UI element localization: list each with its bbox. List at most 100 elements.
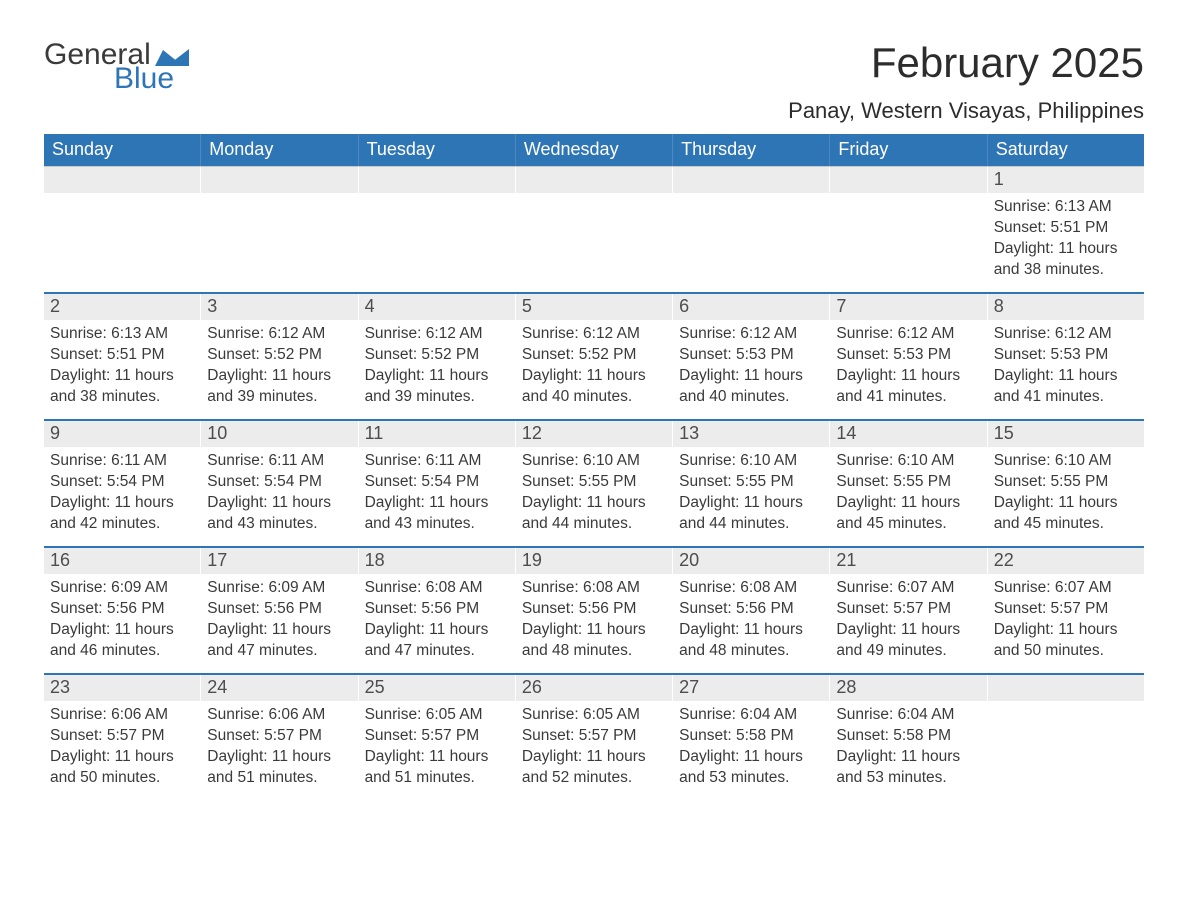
day-cell-16: 16Sunrise: 6:09 AMSunset: 5:56 PMDayligh… xyxy=(44,548,201,668)
day-content: Sunrise: 6:13 AMSunset: 5:51 PMDaylight:… xyxy=(44,320,200,408)
sunrise-line: Sunrise: 6:04 AM xyxy=(679,705,823,726)
day-cell-empty xyxy=(359,167,516,287)
sunrise-line: Sunrise: 6:12 AM xyxy=(836,324,980,345)
sunset-line: Sunset: 5:56 PM xyxy=(522,599,666,620)
daylight-line: Daylight: 11 hours and 50 minutes. xyxy=(994,620,1138,662)
sunset-line: Sunset: 5:56 PM xyxy=(365,599,509,620)
day-cell-24: 24Sunrise: 6:06 AMSunset: 5:57 PMDayligh… xyxy=(201,675,358,795)
sunset-line: Sunset: 5:55 PM xyxy=(679,472,823,493)
day-content: Sunrise: 6:05 AMSunset: 5:57 PMDaylight:… xyxy=(516,701,672,789)
day-content xyxy=(516,193,672,197)
day-content: Sunrise: 6:11 AMSunset: 5:54 PMDaylight:… xyxy=(44,447,200,535)
day-cell-4: 4 Sunrise: 6:12 AMSunset: 5:52 PMDaylight… xyxy=(359,294,516,414)
day-content xyxy=(830,193,986,197)
day-cell-21: 21Sunrise: 6:07 AMSunset: 5:57 PMDayligh… xyxy=(830,548,987,668)
day-cell-9: 9Sunrise: 6:11 AMSunset: 5:54 PMDaylight… xyxy=(44,421,201,541)
daylight-line: Daylight: 11 hours and 40 minutes. xyxy=(522,366,666,408)
sunset-line: Sunset: 5:55 PM xyxy=(522,472,666,493)
day-cell-empty xyxy=(201,167,358,287)
daylight-line: Daylight: 11 hours and 40 minutes. xyxy=(679,366,823,408)
day-number xyxy=(44,167,200,193)
weekday-header-friday: Friday xyxy=(830,134,987,166)
sunrise-line: Sunrise: 6:12 AM xyxy=(522,324,666,345)
day-number: 22 xyxy=(988,548,1144,574)
daylight-line: Daylight: 11 hours and 41 minutes. xyxy=(836,366,980,408)
day-number xyxy=(673,167,829,193)
daylight-line: Daylight: 11 hours and 42 minutes. xyxy=(50,493,194,535)
daylight-line: Daylight: 11 hours and 44 minutes. xyxy=(679,493,823,535)
day-number: 11 xyxy=(359,421,515,447)
day-number: 19 xyxy=(516,548,672,574)
sunset-line: Sunset: 5:52 PM xyxy=(365,345,509,366)
weekday-header-saturday: Saturday xyxy=(988,134,1144,166)
sunrise-line: Sunrise: 6:12 AM xyxy=(365,324,509,345)
day-content: Sunrise: 6:11 AMSunset: 5:54 PMDaylight:… xyxy=(359,447,515,535)
weekday-header-tuesday: Tuesday xyxy=(359,134,516,166)
day-content: Sunrise: 6:10 AMSunset: 5:55 PMDaylight:… xyxy=(673,447,829,535)
day-number xyxy=(516,167,672,193)
week-row: 23Sunrise: 6:06 AMSunset: 5:57 PMDayligh… xyxy=(44,674,1144,795)
day-number: 12 xyxy=(516,421,672,447)
month-title: February 2025 xyxy=(788,40,1144,86)
day-number: 17 xyxy=(201,548,357,574)
sunrise-line: Sunrise: 6:10 AM xyxy=(994,451,1138,472)
daylight-line: Daylight: 11 hours and 53 minutes. xyxy=(679,747,823,789)
weekday-header-sunday: Sunday xyxy=(44,134,201,166)
day-number: 8 xyxy=(988,294,1144,320)
day-number: 7 xyxy=(830,294,986,320)
sunset-line: Sunset: 5:55 PM xyxy=(994,472,1138,493)
daylight-line: Daylight: 11 hours and 50 minutes. xyxy=(50,747,194,789)
daylight-line: Daylight: 11 hours and 51 minutes. xyxy=(365,747,509,789)
sunrise-line: Sunrise: 6:12 AM xyxy=(994,324,1138,345)
day-content: Sunrise: 6:09 AMSunset: 5:56 PMDaylight:… xyxy=(201,574,357,662)
brand-logo: General Blue xyxy=(44,40,189,94)
sunset-line: Sunset: 5:53 PM xyxy=(679,345,823,366)
day-content xyxy=(359,193,515,197)
sunrise-line: Sunrise: 6:05 AM xyxy=(522,705,666,726)
day-cell-12: 12Sunrise: 6:10 AMSunset: 5:55 PMDayligh… xyxy=(516,421,673,541)
day-number: 23 xyxy=(44,675,200,701)
sunrise-line: Sunrise: 6:10 AM xyxy=(679,451,823,472)
day-number: 4 xyxy=(359,294,515,320)
day-number: 10 xyxy=(201,421,357,447)
daylight-line: Daylight: 11 hours and 52 minutes. xyxy=(522,747,666,789)
daylight-line: Daylight: 11 hours and 51 minutes. xyxy=(207,747,351,789)
sunrise-line: Sunrise: 6:11 AM xyxy=(365,451,509,472)
day-number: 2 xyxy=(44,294,200,320)
day-cell-empty xyxy=(673,167,830,287)
day-content: Sunrise: 6:10 AMSunset: 5:55 PMDaylight:… xyxy=(988,447,1144,535)
day-cell-28: 28Sunrise: 6:04 AMSunset: 5:58 PMDayligh… xyxy=(830,675,987,795)
day-number: 6 xyxy=(673,294,829,320)
sunrise-line: Sunrise: 6:08 AM xyxy=(679,578,823,599)
daylight-line: Daylight: 11 hours and 39 minutes. xyxy=(365,366,509,408)
sunset-line: Sunset: 5:53 PM xyxy=(994,345,1138,366)
sunset-line: Sunset: 5:58 PM xyxy=(679,726,823,747)
week-row: 9Sunrise: 6:11 AMSunset: 5:54 PMDaylight… xyxy=(44,420,1144,541)
day-number: 18 xyxy=(359,548,515,574)
day-cell-11: 11Sunrise: 6:11 AMSunset: 5:54 PMDayligh… xyxy=(359,421,516,541)
day-number: 1 xyxy=(988,167,1144,193)
daylight-line: Daylight: 11 hours and 41 minutes. xyxy=(994,366,1138,408)
weekday-header-wednesday: Wednesday xyxy=(516,134,673,166)
sunrise-line: Sunrise: 6:07 AM xyxy=(836,578,980,599)
day-content: Sunrise: 6:08 AMSunset: 5:56 PMDaylight:… xyxy=(673,574,829,662)
day-content: Sunrise: 6:11 AMSunset: 5:54 PMDaylight:… xyxy=(201,447,357,535)
week-row: 16Sunrise: 6:09 AMSunset: 5:56 PMDayligh… xyxy=(44,547,1144,668)
day-number: 24 xyxy=(201,675,357,701)
day-number xyxy=(988,675,1144,701)
day-cell-1: 1Sunrise: 6:13 AMSunset: 5:51 PMDaylight… xyxy=(988,167,1144,287)
weekday-header-thursday: Thursday xyxy=(673,134,830,166)
day-number: 21 xyxy=(830,548,986,574)
sunset-line: Sunset: 5:54 PM xyxy=(207,472,351,493)
daylight-line: Daylight: 11 hours and 45 minutes. xyxy=(994,493,1138,535)
day-content: Sunrise: 6:07 AMSunset: 5:57 PMDaylight:… xyxy=(988,574,1144,662)
calendar: SundayMondayTuesdayWednesdayThursdayFrid… xyxy=(44,134,1144,795)
sunrise-line: Sunrise: 6:05 AM xyxy=(365,705,509,726)
sunset-line: Sunset: 5:53 PM xyxy=(836,345,980,366)
day-content: Sunrise: 6:04 AMSunset: 5:58 PMDaylight:… xyxy=(830,701,986,789)
day-content: Sunrise: 6:05 AMSunset: 5:57 PMDaylight:… xyxy=(359,701,515,789)
sunset-line: Sunset: 5:55 PM xyxy=(836,472,980,493)
day-cell-26: 26Sunrise: 6:05 AMSunset: 5:57 PMDayligh… xyxy=(516,675,673,795)
brand-word2: Blue xyxy=(114,64,189,94)
sunrise-line: Sunrise: 6:09 AM xyxy=(207,578,351,599)
